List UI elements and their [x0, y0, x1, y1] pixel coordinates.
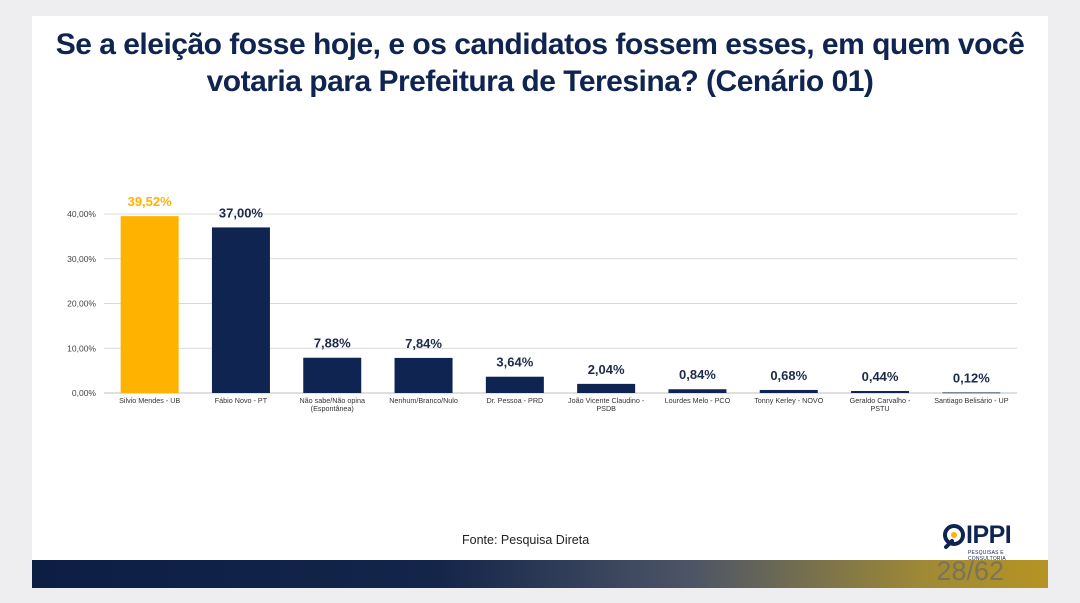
category-label: Não sabe/Não opina [299, 396, 365, 405]
value-label: 0,68% [770, 368, 807, 383]
bar [942, 392, 1001, 394]
chart-title-line-1: Se a eleição fosse hoje, e os candidatos… [55, 28, 1025, 61]
category-label: Lourdes Melo - PCO [665, 396, 731, 405]
value-label: 0,84% [679, 367, 716, 382]
category-label: Silvio Mendes - UB [119, 396, 180, 405]
category-label: Tonny Kerley - NOVO [754, 396, 824, 405]
category-label: Fábio Novo - PT [215, 396, 268, 405]
y-tick-label: 20,00% [67, 299, 96, 309]
category-label: Santiago Belisário - UP [934, 396, 1009, 405]
ippi-logo: IPPI PESQUISAS E CONSULTORIA [938, 521, 1038, 562]
value-label: 7,88% [314, 336, 351, 351]
value-label: 7,84% [405, 336, 442, 351]
value-label: 39,52% [128, 194, 173, 209]
slide: Se a eleição fosse hoje, e os candidatos… [32, 16, 1048, 588]
category-label: Nenhum/Branco/Nulo [389, 396, 458, 405]
page-indicator: 28/62 [936, 556, 1004, 586]
category-label: Geraldo Carvalho - [850, 396, 911, 405]
value-label: 37,00% [219, 205, 264, 220]
logo-wordmark: IPPI [966, 521, 1012, 549]
category-label: João Vicente Claudino - [568, 396, 645, 405]
bar [759, 389, 818, 393]
bar [303, 357, 362, 393]
footer-bar [32, 560, 1048, 588]
y-tick-label: 10,00% [67, 343, 96, 353]
chart-title-line-2: votaria para Prefeitura de Teresina? (Ce… [206, 65, 874, 98]
category-label: PSTU [870, 404, 889, 413]
bar [485, 376, 544, 393]
value-label: 0,44% [862, 369, 899, 384]
value-label: 0,12% [953, 370, 990, 385]
category-label: (Espontânea) [311, 404, 354, 413]
value-label: 2,04% [588, 362, 625, 377]
source-note: Fonte: Pesquisa Direta [462, 533, 590, 547]
bar-chart: 0,00% 10,00% 20,00% 30,00% 40,00% 39,52% Silvi… [67, 194, 1017, 413]
y-tick-label: 0,00% [72, 388, 97, 398]
y-tick-label: 30,00% [67, 254, 96, 264]
y-tick-label: 40,00% [67, 209, 96, 219]
bar [211, 227, 270, 393]
bar [577, 383, 636, 393]
bar [120, 216, 179, 393]
chart-title: Se a eleição fosse hoje, e os candidatos… [32, 26, 1048, 100]
value-label: 3,64% [496, 355, 533, 370]
bar [851, 391, 910, 393]
logo-mark-icon [943, 524, 965, 549]
bar [668, 389, 727, 393]
bar [394, 357, 453, 393]
category-label: PSDB [596, 404, 616, 413]
category-label: Dr. Pessoa - PRD [486, 396, 543, 405]
logo-tagline: PESQUISAS E CONSULTORIA [968, 550, 1006, 562]
